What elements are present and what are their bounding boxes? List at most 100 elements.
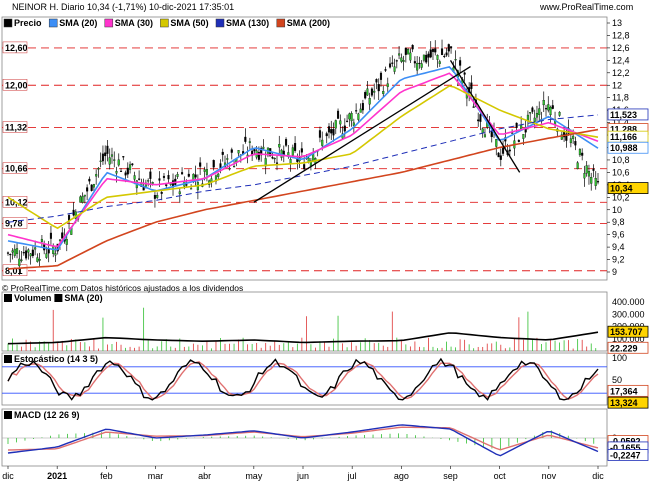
candle-body	[97, 167, 100, 170]
sma-line-130	[7, 114, 599, 223]
candle-body	[226, 158, 229, 160]
x-tick-label: 2021	[47, 471, 67, 481]
candle-body	[366, 88, 369, 96]
candle-body	[165, 184, 168, 186]
price-tag: 11,166	[610, 132, 637, 142]
macd-tag: -0,2247	[610, 450, 641, 460]
candle-body	[375, 79, 378, 83]
candle-body	[549, 107, 552, 116]
legend-swatch	[48, 18, 58, 28]
legend-swatch	[276, 18, 286, 28]
candle-body	[275, 162, 279, 164]
price-y-tick-label: 12,4	[612, 55, 630, 65]
x-tick-label: ago	[394, 471, 409, 481]
candle-body	[36, 257, 39, 262]
candle-body	[104, 152, 107, 157]
candle-body	[395, 60, 398, 62]
candle-body	[79, 196, 82, 203]
chart-title: NEINOR H. Diario 10,34 (-1,71%) 10-dic-2…	[12, 2, 235, 12]
stoch-tag: 17,364	[610, 386, 638, 396]
price-y-tick-label: 10,8	[612, 155, 630, 165]
candle-body	[122, 156, 125, 158]
candle-body	[138, 178, 141, 180]
candle-body	[115, 171, 118, 174]
candle-body	[45, 253, 48, 258]
volume-tag-box	[607, 325, 649, 338]
legend-label: SMA (130)	[226, 18, 269, 28]
candle-body	[538, 108, 541, 115]
candle-body	[95, 174, 98, 177]
price-tag: 11,288	[610, 125, 637, 135]
candle-body	[83, 194, 86, 197]
level-label: 8,01	[5, 266, 23, 276]
candle-body	[483, 134, 487, 138]
trendline	[449, 60, 521, 173]
candle-body	[318, 130, 322, 138]
candle-body	[596, 181, 600, 183]
candle-body	[9, 254, 12, 256]
x-tick-label: dic	[2, 471, 14, 481]
legend-label: SMA (20)	[59, 18, 97, 28]
candle-body	[429, 49, 432, 58]
price-y-tick-label: 9,6	[612, 230, 625, 240]
legend-swatch	[54, 294, 63, 302]
candle-body	[495, 139, 498, 147]
candle-body	[25, 250, 28, 259]
trendline	[253, 66, 471, 203]
candle-body	[407, 49, 410, 55]
candle-body	[398, 53, 401, 56]
candle-body	[581, 152, 584, 156]
candle-body	[61, 232, 64, 239]
price-y-tick-label: 9	[612, 267, 617, 277]
candle-body	[131, 163, 134, 166]
candle-body	[490, 131, 493, 138]
candle-body	[454, 59, 457, 61]
candle-body	[321, 139, 324, 146]
candle-body	[434, 48, 437, 53]
price-y-tick-label: 9,4	[612, 242, 625, 252]
candle-body	[576, 162, 579, 170]
candle-body	[58, 239, 62, 241]
price-y-tick-label: 10	[612, 205, 622, 215]
macd-line	[7, 424, 599, 457]
candle-body	[289, 159, 292, 164]
candle-body	[400, 57, 403, 62]
candle-body	[291, 147, 294, 156]
candle-body	[108, 157, 111, 165]
price-y-tick-label: 12,8	[612, 30, 630, 40]
candle-body	[47, 248, 50, 254]
candle-body	[99, 160, 102, 162]
macd-tag: -0,1655	[610, 443, 641, 453]
candle-body	[334, 120, 337, 129]
brand-link[interactable]: www.ProRealTime.com	[540, 2, 634, 12]
x-tick-label: abr	[198, 471, 211, 481]
chart-header: NEINOR H. Diario 10,34 (-1,71%) 10-dic-2…	[0, 0, 650, 14]
candle-body	[20, 259, 23, 261]
candle-body	[40, 238, 43, 242]
candle-body	[31, 249, 34, 257]
candle-body	[436, 55, 439, 60]
level-label: 11,32	[5, 123, 27, 133]
candle-body	[357, 113, 360, 120]
candle-body	[497, 152, 500, 158]
price-panel-frame	[1, 16, 608, 281]
legend-swatch	[160, 18, 169, 28]
candle-body	[217, 173, 220, 177]
candle-body	[470, 82, 473, 89]
candle-body	[151, 182, 154, 184]
volume-sma-line	[7, 331, 599, 345]
candle-body	[18, 258, 21, 267]
candle-body	[352, 122, 355, 126]
candle-body	[404, 47, 407, 55]
price-y-tick-label: 12	[612, 80, 622, 90]
level-label: 12,60	[5, 43, 28, 53]
candle-body	[438, 61, 441, 64]
price-y-tick-label: 11,8	[612, 93, 629, 103]
candle-body	[447, 44, 450, 52]
candle-body	[440, 48, 444, 56]
price-y-tick-label: 12,2	[612, 68, 630, 78]
candle-body	[178, 191, 181, 195]
candle-body	[411, 44, 414, 50]
candle-body	[373, 90, 376, 93]
